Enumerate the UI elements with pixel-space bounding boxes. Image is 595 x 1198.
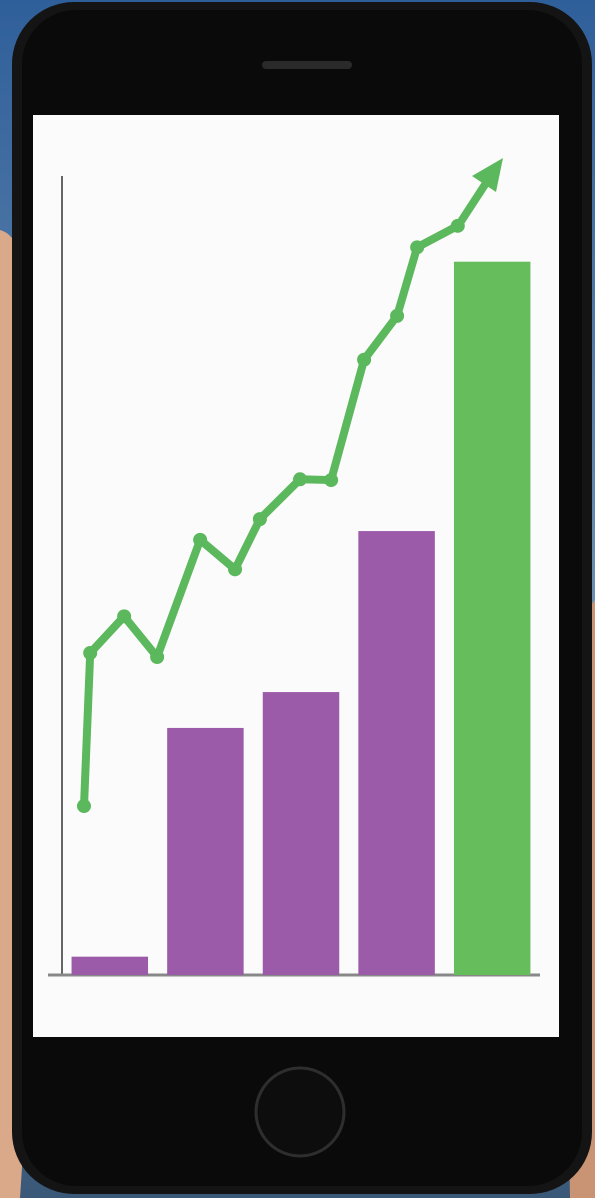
line-point (390, 309, 404, 323)
bar (72, 957, 148, 975)
bar (263, 692, 339, 975)
home-button (256, 1068, 344, 1156)
photo (0, 0, 595, 1198)
line-point (357, 353, 371, 367)
line-point (410, 240, 424, 254)
line-point (77, 799, 91, 813)
bar (167, 728, 243, 975)
bar (454, 262, 530, 975)
line-point (193, 533, 207, 547)
line-point (253, 512, 267, 526)
line-point (324, 473, 338, 487)
bar (358, 531, 434, 975)
line-point (117, 609, 131, 623)
page: {"chart_data": [ {"type": "bar", "catego… (0, 0, 595, 1198)
line-point (228, 562, 242, 576)
line-point (83, 646, 97, 660)
line-point (150, 650, 164, 664)
speaker (262, 61, 352, 69)
line-point (293, 472, 307, 486)
